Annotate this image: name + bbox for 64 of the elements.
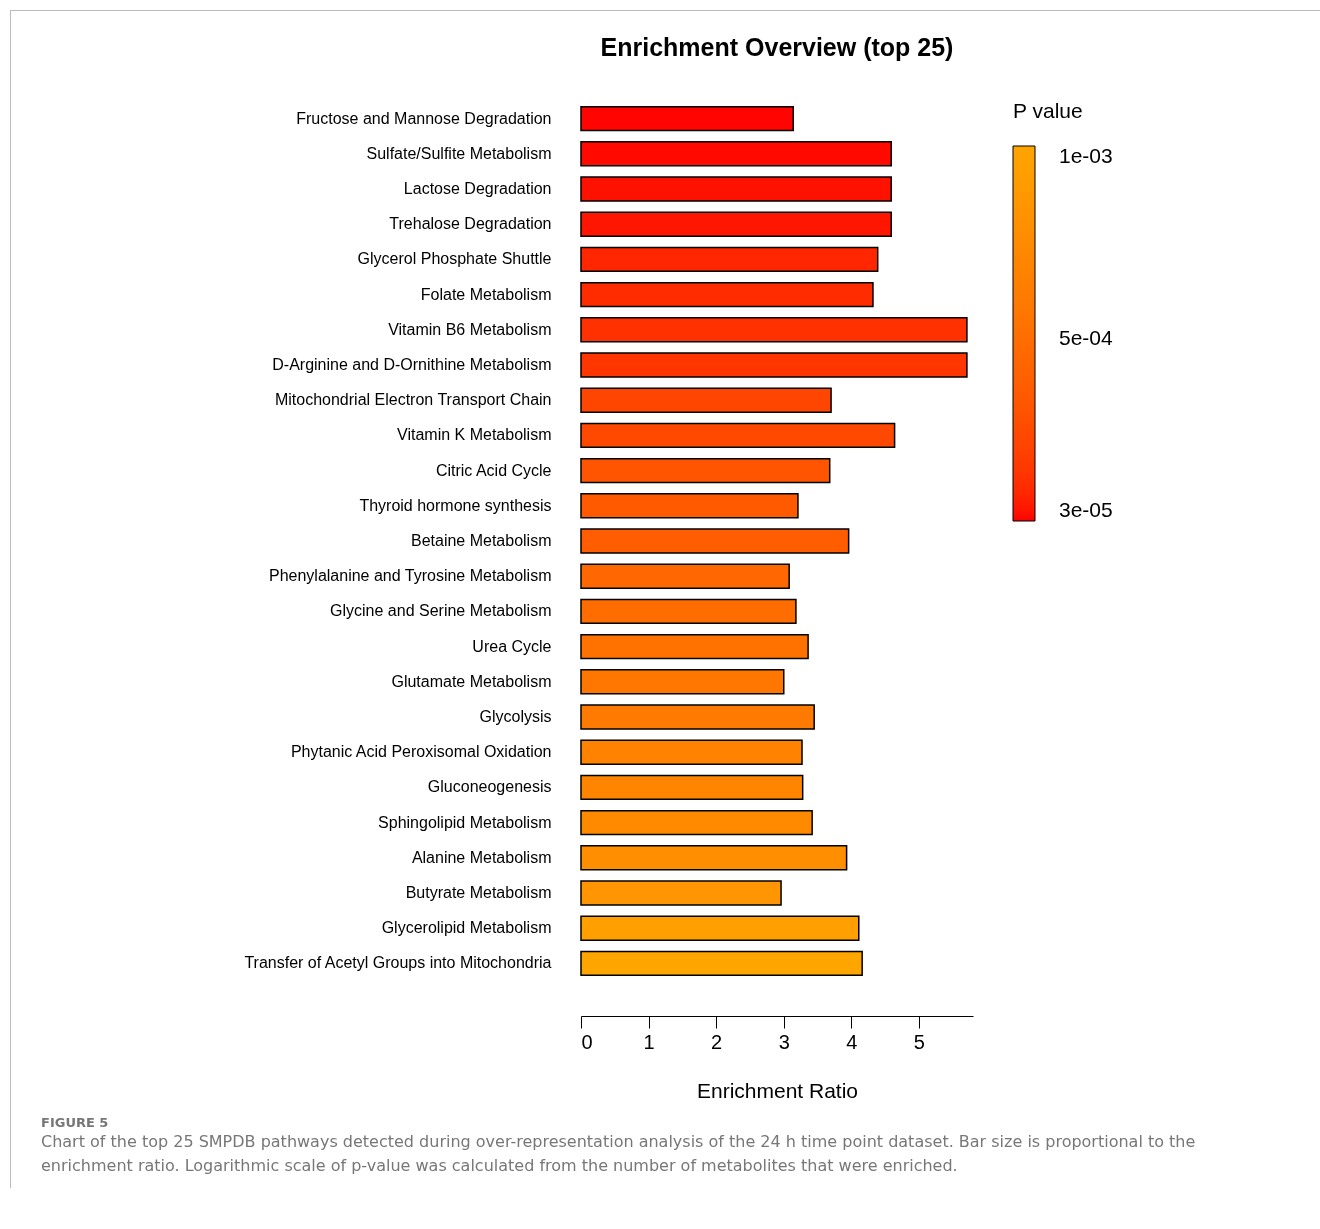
y-tick-label: Citric Acid Cycle	[435, 461, 552, 479]
bar	[580, 176, 892, 202]
y-tick-label: Thyroid hormone synthesis	[359, 496, 552, 514]
y-tick-label: Vitamin B6 Metabolism	[388, 320, 552, 338]
y-tick-label: Sphingolipid Metabolism	[378, 813, 552, 831]
y-tick-label: Glycine and Serine Metabolism	[330, 602, 552, 620]
y-tick-label: Transfer of Acetyl Groups into Mitochondria	[244, 954, 552, 972]
y-tick-label: Lactose Degradation	[403, 180, 552, 197]
bar	[580, 387, 832, 413]
y-tick-label: Urea Cycle	[472, 637, 552, 655]
y-tick-label: Sulfate/Sulfite Metabolism	[366, 144, 552, 162]
bar	[580, 598, 797, 625]
y-tick-label: Glutamate Metabolism	[391, 672, 552, 690]
x-tick-label: 3	[778, 1030, 790, 1053]
text: Chart of the top 25 SMPDB pathways detected during over-representation analysis of the 24 h time point dataset. Bar size is proportional to the enrichment ratio. Logarithmic scale of p-value was calculated from the number of metabolites that were enriched.	[41, 1131, 1197, 1177]
chart-title: Enrichment Overview (top 25)	[600, 33, 954, 61]
bar	[580, 493, 799, 519]
bar	[580, 633, 809, 660]
bar	[580, 880, 782, 906]
bar	[580, 211, 892, 237]
bar	[580, 669, 785, 695]
bar	[580, 950, 863, 977]
y-tick-label: Glycerol Phosphate Shuttle	[357, 250, 552, 268]
bar	[580, 739, 803, 765]
x-tick-label: 0	[581, 1030, 593, 1053]
x-tick-label: 4	[846, 1030, 858, 1053]
y-tick-label: Gluconeogenesis	[427, 778, 552, 796]
x-axis-title: Enrichment Ratio	[696, 1078, 859, 1102]
x-tick-label: 1	[643, 1030, 655, 1053]
y-tick-label: Butyrate Metabolism	[405, 884, 552, 901]
y-tick-label: Phytanic Acid Peroxisomal Oxidation	[290, 743, 552, 761]
color-bar-label: 1e-03	[1059, 144, 1113, 167]
y-tick-label: Betaine Metabolism	[410, 532, 552, 549]
y-tick-label: Mitochondrial Electron Transport Chain	[274, 391, 552, 409]
bar	[580, 563, 790, 589]
bar	[580, 281, 874, 308]
x-tick-label: 5	[913, 1030, 925, 1053]
bar	[580, 809, 813, 836]
bar	[580, 105, 794, 132]
color-bar-label: 3e-05	[1059, 498, 1113, 521]
bar	[580, 457, 831, 484]
bar	[580, 528, 850, 554]
y-tick-label: Vitamin K Metabolism	[397, 426, 552, 444]
bar	[580, 352, 968, 378]
bar	[580, 246, 879, 273]
bar	[580, 141, 892, 167]
color-bar-title: P value	[1013, 99, 1083, 122]
y-tick-label: D-Arginine and D-Ornithine Metabolism	[272, 356, 552, 373]
bar	[580, 774, 804, 801]
y-tick-label: Alanine Metabolism	[411, 848, 552, 866]
y-tick-label: Phenylalanine and Tyrosine Metabolism	[268, 567, 552, 585]
y-tick-label: Fructose and Mannose Degradation	[296, 109, 552, 127]
bar	[580, 704, 815, 730]
x-tick-label: 2	[711, 1030, 723, 1053]
bar	[580, 845, 848, 871]
bar	[580, 422, 896, 449]
bar	[580, 915, 860, 941]
y-tick-label: Trehalose Degradation	[389, 215, 552, 233]
color-bar-label: 5e-04	[1059, 326, 1114, 350]
caption: FIGURE 5	[41, 1115, 110, 1130]
y-tick-label: Glycolysis	[479, 708, 552, 725]
y-tick-label: Folate Metabolism	[420, 285, 552, 303]
bar	[580, 317, 968, 343]
y-tick-label: Glycerolipid Metabolism	[381, 919, 552, 937]
